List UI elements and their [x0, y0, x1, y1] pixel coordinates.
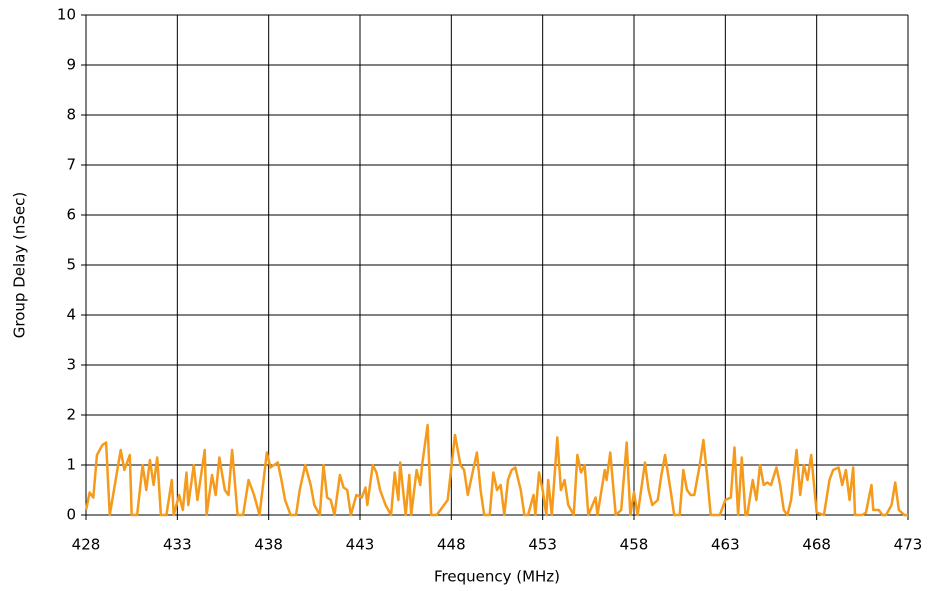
y-tick-label: 8 [66, 106, 76, 124]
x-tick-label: 428 [72, 536, 101, 554]
x-axis-label: Frequency (MHz) [434, 568, 560, 586]
x-tick-label: 443 [346, 536, 375, 554]
x-tick-label: 468 [802, 536, 831, 554]
y-tick-label: 5 [66, 256, 76, 274]
x-tick-label: 473 [894, 536, 923, 554]
x-tick-label: 448 [437, 536, 466, 554]
data-line [84, 423, 908, 517]
y-tick-label: 1 [66, 456, 76, 474]
y-tick-label: 0 [66, 506, 76, 524]
y-tick-label: 2 [66, 406, 76, 424]
x-tick-label: 433 [163, 536, 192, 554]
y-tick-label: 7 [66, 156, 76, 174]
x-tick-label: 458 [620, 536, 649, 554]
y-axis-label: Group Delay (nSec) [11, 192, 29, 338]
x-tick-label: 463 [711, 536, 740, 554]
y-tick-label: 10 [57, 6, 76, 24]
y-tick-label: 6 [66, 206, 76, 224]
x-tick-label: 438 [254, 536, 283, 554]
y-tick-label: 3 [66, 356, 76, 374]
y-tick-label: 9 [66, 56, 76, 74]
y-tick-label: 4 [66, 306, 76, 324]
x-tick-label: 453 [528, 536, 557, 554]
